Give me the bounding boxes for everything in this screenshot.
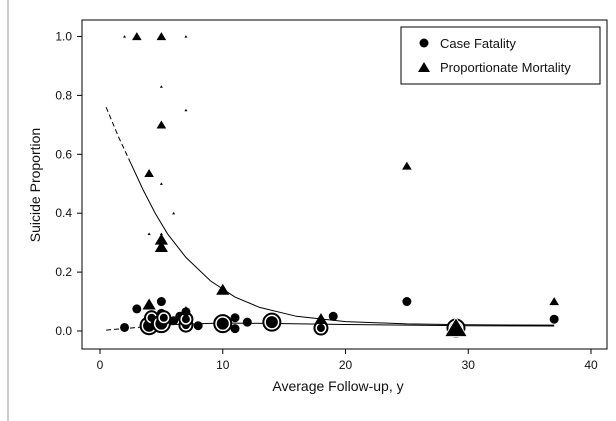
y-axis-title: Suicide Proportion bbox=[27, 128, 43, 242]
proportionate-mortality-point bbox=[159, 85, 163, 88]
x-axis-ticks: 0 10 20 30 40 bbox=[97, 349, 598, 372]
case-fatality-point-core bbox=[216, 317, 229, 330]
fit-lines bbox=[105, 107, 555, 331]
y-tick-label: 0.4 bbox=[55, 206, 72, 220]
legend-label-case-fatality: Case Fatality bbox=[440, 36, 516, 51]
case-fatality-point bbox=[193, 321, 203, 331]
case-fatality-point bbox=[230, 324, 240, 334]
case-fatality-point-core bbox=[159, 313, 168, 322]
case-fatality-point bbox=[549, 314, 559, 324]
data-points bbox=[120, 32, 559, 338]
legend-triangle-icon bbox=[418, 62, 430, 72]
proportionate-mortality-point bbox=[184, 35, 188, 38]
proportionate-mortality-point bbox=[154, 241, 168, 253]
case-fatality-point bbox=[230, 313, 240, 323]
legend-box bbox=[400, 26, 601, 85]
legend: Case Fatality Proportionate Mortality bbox=[400, 26, 601, 85]
proportionate-mortality-point bbox=[443, 316, 469, 338]
proportionate-mortality-point bbox=[123, 35, 127, 38]
proportionate-mortality-point bbox=[172, 211, 176, 215]
case-fatality-point bbox=[328, 311, 338, 321]
x-tick-label: 10 bbox=[216, 358, 230, 372]
case-fatality-point bbox=[132, 304, 142, 314]
x-axis-title: Average Follow-up, y bbox=[272, 378, 403, 394]
proportionate-mortality-point bbox=[156, 32, 167, 41]
case-fatality-point-core bbox=[265, 316, 278, 329]
y-axis-ticks: 0.0 0.2 0.4 0.6 0.8 1.0 bbox=[55, 30, 82, 338]
proportionate-mortality-point bbox=[156, 120, 167, 129]
proportionate-mortality-point bbox=[132, 32, 142, 41]
y-tick-label: 0.6 bbox=[55, 147, 72, 161]
y-tick-label: 0.0 bbox=[55, 324, 72, 338]
fit-line-dashed-series-1 bbox=[105, 107, 132, 164]
y-tick-label: 0.8 bbox=[55, 88, 72, 102]
proportionate-mortality-point bbox=[154, 233, 168, 245]
y-tick-label: 0.2 bbox=[55, 265, 72, 279]
proportionate-mortality-point bbox=[314, 313, 328, 325]
legend-circle-icon bbox=[419, 38, 429, 48]
x-tick-label: 30 bbox=[462, 358, 476, 372]
legend-label-proportionate-mortality: Proportionate Mortality bbox=[440, 60, 571, 75]
case-fatality-point bbox=[242, 317, 252, 327]
y-tick-label: 1.0 bbox=[55, 30, 72, 44]
proportionate-mortality-point bbox=[142, 298, 156, 310]
fit-line-dashed-series-0 bbox=[106, 324, 174, 331]
x-tick-label: 0 bbox=[97, 358, 104, 372]
case-fatality-point bbox=[402, 297, 412, 307]
x-tick-label: 40 bbox=[584, 358, 598, 372]
proportionate-mortality-point bbox=[549, 297, 559, 306]
proportionate-mortality-point bbox=[216, 283, 230, 295]
proportionate-mortality-point bbox=[144, 169, 154, 178]
proportionate-mortality-point bbox=[181, 305, 191, 314]
proportionate-mortality-point bbox=[159, 182, 163, 185]
case-fatality-point bbox=[156, 297, 166, 307]
x-tick-label: 20 bbox=[339, 358, 353, 372]
case-fatality-point bbox=[120, 322, 130, 332]
case-fatality-point-core bbox=[316, 324, 325, 333]
proportionate-mortality-point bbox=[147, 232, 151, 235]
proportionate-mortality-point bbox=[184, 108, 188, 112]
fit-line-series-1 bbox=[130, 162, 555, 326]
proportionate-mortality-point bbox=[402, 161, 412, 170]
case-fatality-point-core bbox=[181, 315, 190, 324]
